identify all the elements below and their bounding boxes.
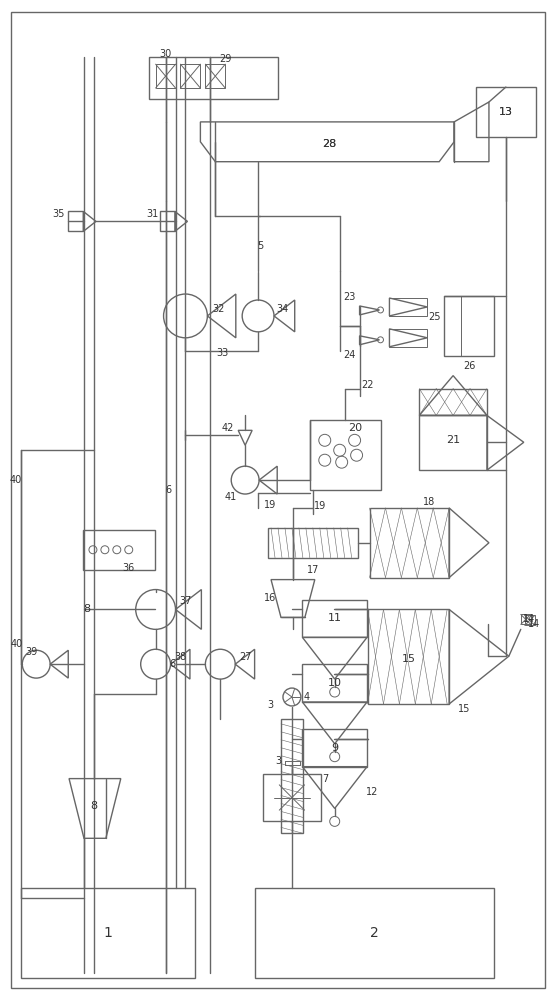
Text: 7: 7 <box>322 774 329 784</box>
Text: 29: 29 <box>219 54 231 64</box>
Text: 9: 9 <box>331 743 338 753</box>
Text: 14: 14 <box>528 619 540 629</box>
Text: 10: 10 <box>327 678 342 688</box>
Text: 28: 28 <box>322 139 337 149</box>
Text: 33: 33 <box>216 348 229 358</box>
Bar <box>281 719 303 833</box>
Bar <box>389 329 427 347</box>
Text: 19: 19 <box>264 500 276 510</box>
Bar <box>160 211 175 231</box>
Text: 12: 12 <box>366 787 379 797</box>
Text: 42: 42 <box>222 423 235 433</box>
Text: 5: 5 <box>257 241 263 251</box>
Text: 18: 18 <box>423 497 435 507</box>
Bar <box>21 888 195 978</box>
Bar <box>521 614 531 624</box>
Text: 31: 31 <box>146 209 159 219</box>
Text: 41: 41 <box>224 492 236 502</box>
Text: 6: 6 <box>166 485 172 495</box>
Text: 26: 26 <box>463 361 475 371</box>
Text: 15: 15 <box>458 704 470 714</box>
Text: 6: 6 <box>170 659 176 669</box>
Bar <box>419 415 487 470</box>
Text: 13: 13 <box>499 107 513 117</box>
Text: 27: 27 <box>239 652 251 662</box>
Text: 2: 2 <box>370 926 379 940</box>
Bar <box>302 729 367 767</box>
Text: 19: 19 <box>314 501 326 511</box>
Text: 15: 15 <box>401 654 415 664</box>
Text: 34: 34 <box>276 304 288 314</box>
Bar <box>444 296 494 356</box>
Text: 3: 3 <box>267 700 273 710</box>
Bar <box>302 600 367 637</box>
Text: 8: 8 <box>83 604 91 614</box>
Bar <box>83 530 155 570</box>
Text: 38: 38 <box>175 652 187 662</box>
Bar <box>370 508 449 578</box>
Text: 28: 28 <box>322 139 337 149</box>
Text: 13: 13 <box>499 107 513 117</box>
Text: 1: 1 <box>103 926 112 940</box>
Text: 4: 4 <box>304 692 310 702</box>
Text: 8: 8 <box>91 801 97 811</box>
Bar <box>263 774 321 821</box>
Text: 17: 17 <box>307 565 319 575</box>
Text: 32: 32 <box>212 304 225 314</box>
Bar <box>302 664 367 702</box>
Bar <box>205 64 225 88</box>
Text: 22: 22 <box>361 380 374 390</box>
Text: 36: 36 <box>123 563 135 573</box>
Text: 3: 3 <box>275 756 281 766</box>
Text: 39: 39 <box>25 647 37 657</box>
Text: 37: 37 <box>179 596 192 606</box>
Bar <box>368 609 449 704</box>
Bar <box>476 87 536 137</box>
Bar <box>389 298 427 316</box>
Text: 35: 35 <box>52 209 64 219</box>
Text: 16: 16 <box>264 593 276 603</box>
Bar <box>156 64 176 88</box>
Text: 40: 40 <box>10 639 22 649</box>
Text: 20: 20 <box>349 423 363 433</box>
Text: 23: 23 <box>344 292 356 302</box>
Text: 14: 14 <box>523 614 535 624</box>
Text: 21: 21 <box>446 435 460 445</box>
Bar <box>68 211 83 231</box>
Bar <box>525 615 535 625</box>
Bar <box>181 64 200 88</box>
Bar <box>419 389 487 415</box>
Text: 40: 40 <box>9 475 22 485</box>
Bar <box>268 528 358 558</box>
Text: 30: 30 <box>160 49 172 59</box>
Bar <box>310 420 381 490</box>
Bar <box>148 57 278 99</box>
Text: 24: 24 <box>344 350 356 360</box>
Text: 11: 11 <box>327 613 342 623</box>
Text: 25: 25 <box>428 312 440 322</box>
Bar <box>255 888 494 978</box>
